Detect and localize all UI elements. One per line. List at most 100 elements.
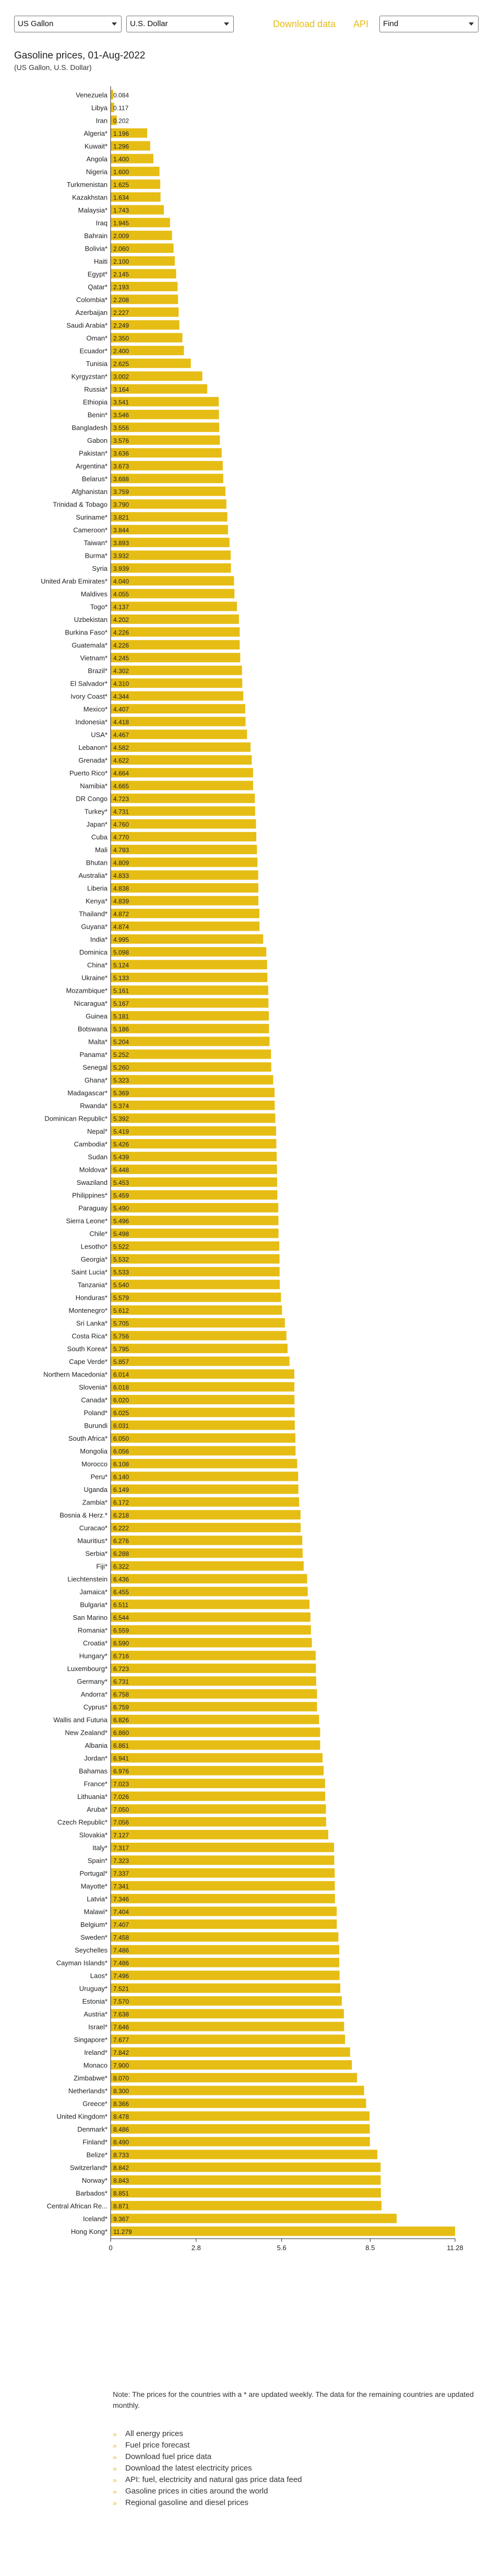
bar[interactable] <box>111 1804 326 1814</box>
bar[interactable] <box>111 128 147 138</box>
find-country-select[interactable]: Find <box>379 16 479 32</box>
category-label[interactable]: Malaysia* <box>78 206 108 214</box>
category-label[interactable]: Liberia <box>87 884 108 892</box>
category-label[interactable]: Iran <box>96 116 108 124</box>
category-label[interactable]: Angola <box>87 155 108 163</box>
bar[interactable] <box>111 1727 320 1737</box>
category-label[interactable]: Ukraine* <box>81 974 108 982</box>
bar[interactable] <box>111 435 220 445</box>
category-label[interactable]: Portugal* <box>80 1869 108 1877</box>
category-label[interactable]: Belarus* <box>82 475 108 483</box>
category-label[interactable]: Gabon <box>87 437 108 444</box>
bar[interactable] <box>111 1228 279 1238</box>
category-label[interactable]: Australia* <box>78 872 108 879</box>
category-label[interactable]: Honduras* <box>76 1293 108 1301</box>
bar[interactable] <box>111 2073 357 2083</box>
bar[interactable] <box>111 1331 287 1340</box>
bar[interactable] <box>111 1446 296 1456</box>
category-label[interactable]: Libya <box>91 104 108 112</box>
category-label[interactable]: Azerbaijan <box>76 309 108 316</box>
bar[interactable] <box>111 1740 320 1750</box>
category-label[interactable]: Ecuador* <box>80 347 108 355</box>
bar[interactable] <box>111 167 160 177</box>
category-label[interactable]: Slovenia* <box>79 1383 108 1391</box>
bar[interactable] <box>111 678 243 688</box>
category-label[interactable]: Suriname* <box>76 513 108 521</box>
category-label[interactable]: Nicaragua* <box>74 999 108 1007</box>
category-label[interactable]: New Zealand* <box>65 1728 108 1736</box>
bar[interactable] <box>111 1689 317 1699</box>
bar[interactable] <box>111 1958 340 1968</box>
bar[interactable] <box>111 1523 301 1533</box>
bar[interactable] <box>111 742 251 752</box>
category-label[interactable]: Benin* <box>88 411 108 419</box>
category-label[interactable]: Philippines* <box>72 1191 108 1199</box>
category-label[interactable]: Malawi* <box>84 1908 108 1915</box>
bar[interactable] <box>111 1062 271 1072</box>
category-label[interactable]: Netherlands* <box>68 2087 108 2095</box>
category-label[interactable]: Kenya* <box>86 897 108 905</box>
category-label[interactable]: Hong Kong* <box>71 2228 108 2236</box>
category-label[interactable]: USA* <box>91 731 108 738</box>
bar[interactable] <box>111 448 222 458</box>
bar[interactable] <box>111 716 246 726</box>
bar[interactable] <box>111 1830 329 1840</box>
category-label[interactable]: Hungary* <box>79 1652 108 1660</box>
category-label[interactable]: Laos* <box>90 1972 108 1980</box>
bar[interactable] <box>111 90 113 100</box>
category-label[interactable]: Burkina Faso* <box>65 628 108 636</box>
bar[interactable] <box>111 205 164 215</box>
bar[interactable] <box>111 461 223 470</box>
bar[interactable] <box>111 2060 352 2070</box>
bar[interactable] <box>111 371 202 381</box>
category-label[interactable]: Oman* <box>87 334 108 342</box>
bar[interactable] <box>111 1625 311 1635</box>
bar[interactable] <box>111 307 179 317</box>
download-data-link[interactable]: Download data <box>273 19 336 29</box>
category-label[interactable]: Peru* <box>90 1473 108 1480</box>
bar[interactable] <box>111 269 176 279</box>
bar[interactable] <box>111 486 225 496</box>
category-label[interactable]: Tanzania* <box>78 1281 108 1289</box>
bar[interactable] <box>111 512 228 522</box>
bar[interactable] <box>111 1279 280 1289</box>
bar[interactable] <box>111 192 161 202</box>
bar[interactable] <box>111 2009 344 2019</box>
bar[interactable] <box>111 1484 299 1494</box>
category-label[interactable]: Uganda <box>84 1486 108 1493</box>
bar[interactable] <box>111 1216 279 1226</box>
bar[interactable] <box>111 1420 295 1430</box>
category-label[interactable]: Montenegro* <box>69 1307 108 1314</box>
category-label[interactable]: Qatar* <box>88 283 108 291</box>
bar[interactable] <box>111 1612 311 1622</box>
bar[interactable] <box>111 397 219 407</box>
bar[interactable] <box>111 2226 455 2236</box>
category-label[interactable]: Bangladesh <box>71 424 108 431</box>
bar[interactable] <box>111 1088 275 1098</box>
bar[interactable] <box>111 2034 345 2044</box>
category-label[interactable]: El Salvador* <box>70 679 108 687</box>
bar[interactable] <box>111 1203 279 1213</box>
category-label[interactable]: Liechtenstein <box>67 1575 108 1583</box>
bar[interactable] <box>111 1945 340 1955</box>
bar[interactable] <box>111 857 258 867</box>
related-link[interactable]: All energy prices <box>125 2429 183 2438</box>
bar[interactable] <box>111 1100 275 1110</box>
category-label[interactable]: Grenada* <box>78 756 108 764</box>
bar[interactable] <box>111 1893 335 1903</box>
bar[interactable] <box>111 704 245 714</box>
bar[interactable] <box>111 1996 342 2006</box>
bar[interactable] <box>111 1254 280 1264</box>
category-label[interactable]: Cape Verde* <box>69 1358 108 1366</box>
category-label[interactable]: Kyrgyzstan* <box>71 372 108 380</box>
category-label[interactable]: Jordan* <box>84 1754 108 1762</box>
category-label[interactable]: Greece* <box>82 2100 108 2108</box>
bar[interactable] <box>111 256 175 266</box>
category-label[interactable]: Canada* <box>81 1396 108 1404</box>
bar[interactable] <box>111 141 150 151</box>
category-label[interactable]: Czech Republic* <box>57 1818 108 1826</box>
bar[interactable] <box>111 422 220 432</box>
bar[interactable] <box>111 1510 301 1520</box>
category-label[interactable]: Guatemala* <box>71 641 108 649</box>
bar[interactable] <box>111 883 259 893</box>
